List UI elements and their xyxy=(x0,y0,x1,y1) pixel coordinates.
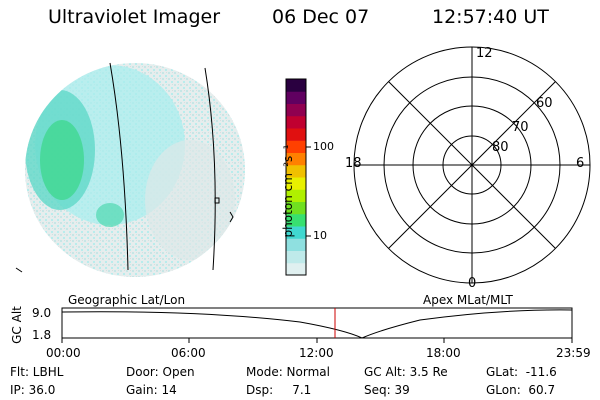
colorbar-band xyxy=(286,164,306,178)
lat-label-80: 80 xyxy=(492,140,509,155)
door-status: Door: Open xyxy=(126,365,195,379)
ip-status: IP: 36.0 xyxy=(10,383,56,397)
altitude-axis-label: GC Alt xyxy=(10,306,24,344)
colorbar-band xyxy=(286,140,306,153)
time-tick-1200: 12:00 xyxy=(299,346,334,360)
colorbar-band xyxy=(286,128,306,141)
altitude-tick-low: 1.8 xyxy=(32,328,52,342)
mlt-label-0: 0 xyxy=(468,276,477,291)
colorbar-band xyxy=(286,201,306,215)
time-tick-0600: 06:00 xyxy=(171,346,206,360)
gain-status: Gain: 14 xyxy=(126,383,177,397)
time-tick-0000: 00:00 xyxy=(46,346,81,360)
filter-status: Flt: LBHL xyxy=(10,365,64,379)
mlt-label-18: 18 xyxy=(345,156,362,171)
colorbar-tick-100: 100 xyxy=(313,140,334,153)
longitude-line-right xyxy=(204,67,216,271)
apex-panel-title: Apex MLat/MLT xyxy=(423,293,513,307)
glon-status: GLon: 60.7 xyxy=(486,383,556,397)
gc-alt-status: GC Alt: 3.5 Re xyxy=(364,365,448,379)
colorbar-band xyxy=(286,115,306,129)
mode-status: Mode: Normal xyxy=(246,365,330,379)
colorbar-band xyxy=(286,226,306,239)
colorbar-tick-10: 10 xyxy=(313,229,327,242)
time-label: 12:57:40 UT xyxy=(432,6,549,28)
mlt-polar-plot xyxy=(353,46,591,284)
geographic-panel-title: Geographic Lat/Lon xyxy=(68,293,186,307)
dsp-status: Dsp: 7.1 xyxy=(246,383,312,397)
lat-label-70: 70 xyxy=(512,120,529,135)
instrument-title: Ultraviolet Imager xyxy=(48,6,221,28)
colorbar-band xyxy=(286,189,306,202)
colorbar-band xyxy=(286,250,306,264)
colorbar-band xyxy=(286,177,306,190)
colorbar-band xyxy=(286,91,306,104)
glat-status: GLat: -11.6 xyxy=(486,365,557,379)
altitude-plot xyxy=(61,307,573,343)
coast-marker xyxy=(214,197,220,204)
mlt-label-12: 12 xyxy=(476,46,493,61)
mlt-label-6: 6 xyxy=(576,156,585,171)
seq-status: Seq: 39 xyxy=(364,383,410,397)
geographic-image xyxy=(15,62,245,277)
colorbar-band xyxy=(286,79,306,92)
colorbar-band xyxy=(286,213,306,227)
colorbar-band xyxy=(286,238,306,251)
time-tick-2359: 23:59 xyxy=(556,346,591,360)
coast-marker-2 xyxy=(229,211,234,223)
date-label: 06 Dec 07 xyxy=(272,6,370,28)
longitude-line-left xyxy=(109,62,129,271)
colorbar-unit-label: photon cm⁻²s⁻¹ xyxy=(281,144,295,238)
colorbar-band xyxy=(286,152,306,166)
colorbar-band xyxy=(286,103,306,117)
edge-tick xyxy=(15,267,23,273)
time-tick-1800: 18:00 xyxy=(426,346,461,360)
altitude-tick-high: 9.0 xyxy=(32,306,52,320)
lat-label-60: 60 xyxy=(536,96,553,111)
colorbar xyxy=(285,78,311,276)
colorbar-band xyxy=(286,262,306,276)
